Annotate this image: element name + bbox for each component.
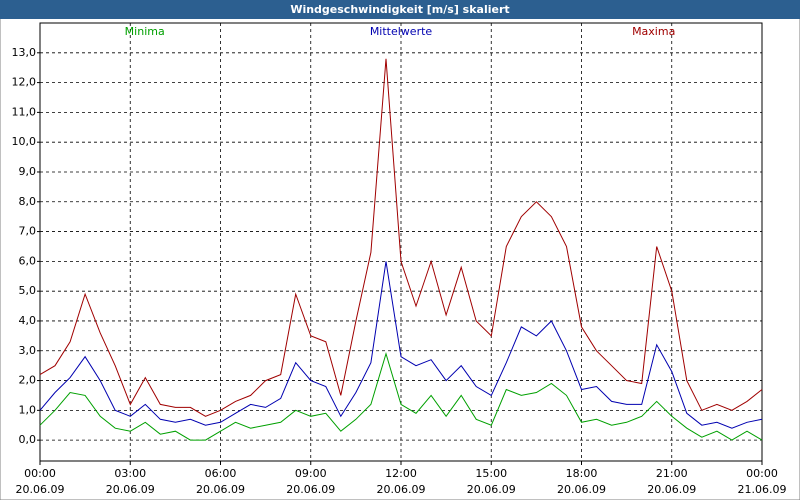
- y-tick-label: 2,0: [19, 374, 37, 387]
- y-tick-label: 1,0: [19, 403, 37, 416]
- y-tick-label: 7,0: [19, 225, 37, 238]
- x-tick-date: 20.06.09: [467, 483, 516, 496]
- x-tick-date: 20.06.09: [106, 483, 155, 496]
- y-tick-label: 9,0: [19, 165, 37, 178]
- legend-entry: Mittelwerte: [370, 25, 433, 38]
- chart-title: Windgeschwindigkeit [m/s] skaliert: [290, 3, 509, 16]
- x-tick-date: 20.06.09: [286, 483, 335, 496]
- y-tick-label: 0,0: [19, 433, 37, 446]
- y-tick-label: 8,0: [19, 195, 37, 208]
- y-tick-label: 13,0: [12, 46, 37, 59]
- x-tick-label: 06:00: [205, 467, 237, 480]
- x-tick-label: 12:00: [385, 467, 417, 480]
- legend-entry: Minima: [125, 25, 165, 38]
- x-tick-date: 20.06.09: [557, 483, 606, 496]
- x-tick-label: 15:00: [475, 467, 507, 480]
- x-tick-date: 20.06.09: [16, 483, 65, 496]
- y-tick-label: 10,0: [12, 135, 37, 148]
- x-tick-date: 21.06.09: [738, 483, 787, 496]
- x-tick-date: 20.06.09: [377, 483, 426, 496]
- series-line: [39, 351, 763, 441]
- title-bar: [0, 0, 800, 19]
- series-line: [39, 58, 763, 417]
- x-tick-label: 00:00: [24, 467, 56, 480]
- x-tick-date: 20.06.09: [196, 483, 245, 496]
- x-tick-date: 20.06.09: [647, 483, 696, 496]
- y-tick-label: 12,0: [12, 76, 37, 89]
- y-tick-label: 4,0: [19, 314, 37, 327]
- y-tick-label: 3,0: [19, 344, 37, 357]
- x-tick-label: 21:00: [656, 467, 688, 480]
- y-tick-label: 6,0: [19, 254, 37, 267]
- y-tick-label: 5,0: [19, 284, 37, 297]
- legend-entry: Maxima: [632, 25, 675, 38]
- x-tick-label: 03:00: [114, 467, 146, 480]
- x-tick-label: 00:00: [746, 467, 778, 480]
- x-tick-label: 09:00: [295, 467, 327, 480]
- y-tick-label: 11,0: [12, 105, 37, 118]
- x-tick-label: 18:00: [566, 467, 598, 480]
- series-line: [39, 261, 763, 429]
